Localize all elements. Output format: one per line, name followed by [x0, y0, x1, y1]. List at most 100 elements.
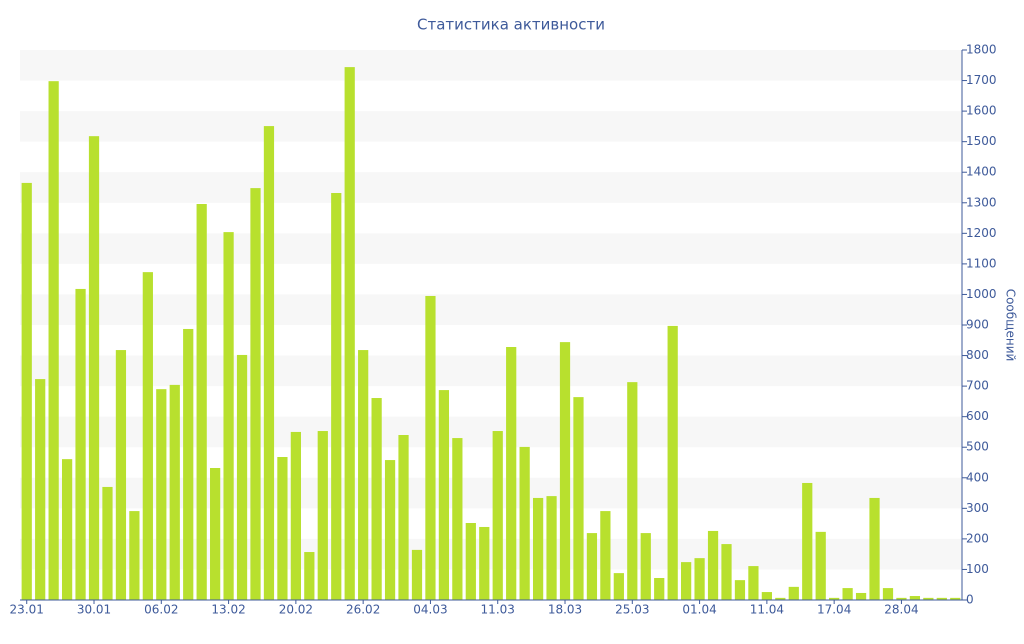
x-tick-label: 23.01	[10, 603, 44, 617]
y-tick-label: 300	[966, 501, 989, 515]
x-tick-label: 11.04	[750, 603, 784, 617]
bar	[788, 586, 799, 600]
bar	[815, 531, 826, 600]
bar	[950, 597, 961, 600]
grid-band	[20, 50, 962, 81]
x-tick-label: 13.02	[211, 603, 245, 617]
y-tick-label: 200	[966, 531, 989, 545]
bar	[115, 350, 127, 600]
y-tick-label: 400	[966, 470, 989, 484]
bar	[465, 523, 476, 600]
bar	[829, 597, 840, 600]
bar	[936, 597, 947, 600]
bar	[532, 497, 544, 600]
bar	[102, 486, 113, 600]
y-tick-label: 1500	[966, 134, 997, 148]
bar	[236, 354, 248, 600]
y-tick-label: 600	[966, 409, 989, 423]
bar	[75, 288, 86, 600]
bar	[331, 193, 342, 600]
bar	[721, 544, 732, 600]
bar	[250, 188, 261, 600]
x-tick-label: 30.01	[77, 603, 111, 617]
bar	[344, 67, 355, 601]
bar	[479, 526, 490, 600]
y-tick-label: 1200	[966, 226, 997, 240]
x-tick-label: 11.03	[481, 603, 515, 617]
bar	[748, 566, 759, 600]
y-tick-label: 500	[966, 440, 989, 454]
bar	[210, 468, 221, 600]
y-tick-label: 100	[966, 562, 989, 576]
bar	[734, 580, 746, 600]
x-tick-label: 28.04	[884, 603, 918, 617]
bar	[21, 182, 32, 600]
bar	[183, 328, 194, 600]
bar	[425, 295, 436, 600]
bar	[909, 596, 921, 600]
x-tick-label: 17.04	[817, 603, 851, 617]
bar	[519, 446, 530, 600]
bar	[613, 573, 624, 600]
grid-band	[20, 233, 962, 264]
y-tick-label: 1400	[966, 165, 997, 179]
grid-band	[20, 294, 962, 325]
bar	[263, 126, 275, 600]
bar	[290, 431, 301, 600]
grid-band	[20, 111, 962, 142]
x-tick-label: 18.03	[548, 603, 582, 617]
bar	[142, 272, 153, 600]
bar	[398, 435, 409, 600]
bar	[506, 347, 517, 600]
bar	[600, 511, 611, 600]
x-tick-label: 20.02	[279, 603, 313, 617]
y-tick-label: 1600	[966, 104, 997, 118]
chart-title: Статистика активности	[417, 16, 605, 34]
bar	[802, 482, 813, 600]
x-tick-label: 06.02	[144, 603, 178, 617]
x-tick-label: 25.03	[615, 603, 649, 617]
y-tick-label: 1000	[966, 287, 997, 301]
y-tick-label: 900	[966, 318, 989, 332]
y-tick-label: 800	[966, 348, 989, 362]
grid-band	[20, 355, 962, 387]
bar	[842, 588, 853, 600]
bar	[761, 592, 772, 600]
bar	[452, 438, 463, 600]
bar	[896, 597, 907, 600]
bar	[196, 204, 207, 600]
bar	[559, 342, 571, 600]
bar	[667, 325, 678, 600]
bar	[358, 350, 369, 600]
bar	[882, 588, 894, 600]
bar	[654, 578, 665, 600]
y-tick-label: 1100	[966, 256, 997, 270]
bar	[923, 597, 934, 600]
y-tick-label: 0	[966, 593, 974, 607]
bar	[869, 497, 880, 600]
bar	[546, 496, 557, 600]
x-tick-label: 26.02	[346, 603, 380, 617]
bar	[586, 533, 598, 600]
bar	[627, 382, 638, 600]
bar	[573, 397, 584, 600]
bar	[438, 390, 450, 600]
bar	[371, 398, 382, 600]
bar	[223, 232, 234, 600]
x-tick-label: 01.04	[682, 603, 716, 617]
bar	[384, 460, 396, 600]
y-tick-label: 1700	[966, 73, 997, 87]
bar	[48, 81, 59, 600]
bar	[88, 136, 100, 600]
bar	[411, 549, 423, 600]
x-tick-label: 04.03	[413, 603, 447, 617]
bar	[317, 431, 328, 600]
y-tick-label: 1300	[966, 195, 997, 209]
bar	[304, 552, 315, 600]
y-axis-label: Сообщений	[1004, 289, 1018, 362]
bar	[694, 558, 705, 600]
bar	[61, 459, 73, 600]
bar	[855, 592, 867, 600]
bar	[35, 379, 46, 600]
